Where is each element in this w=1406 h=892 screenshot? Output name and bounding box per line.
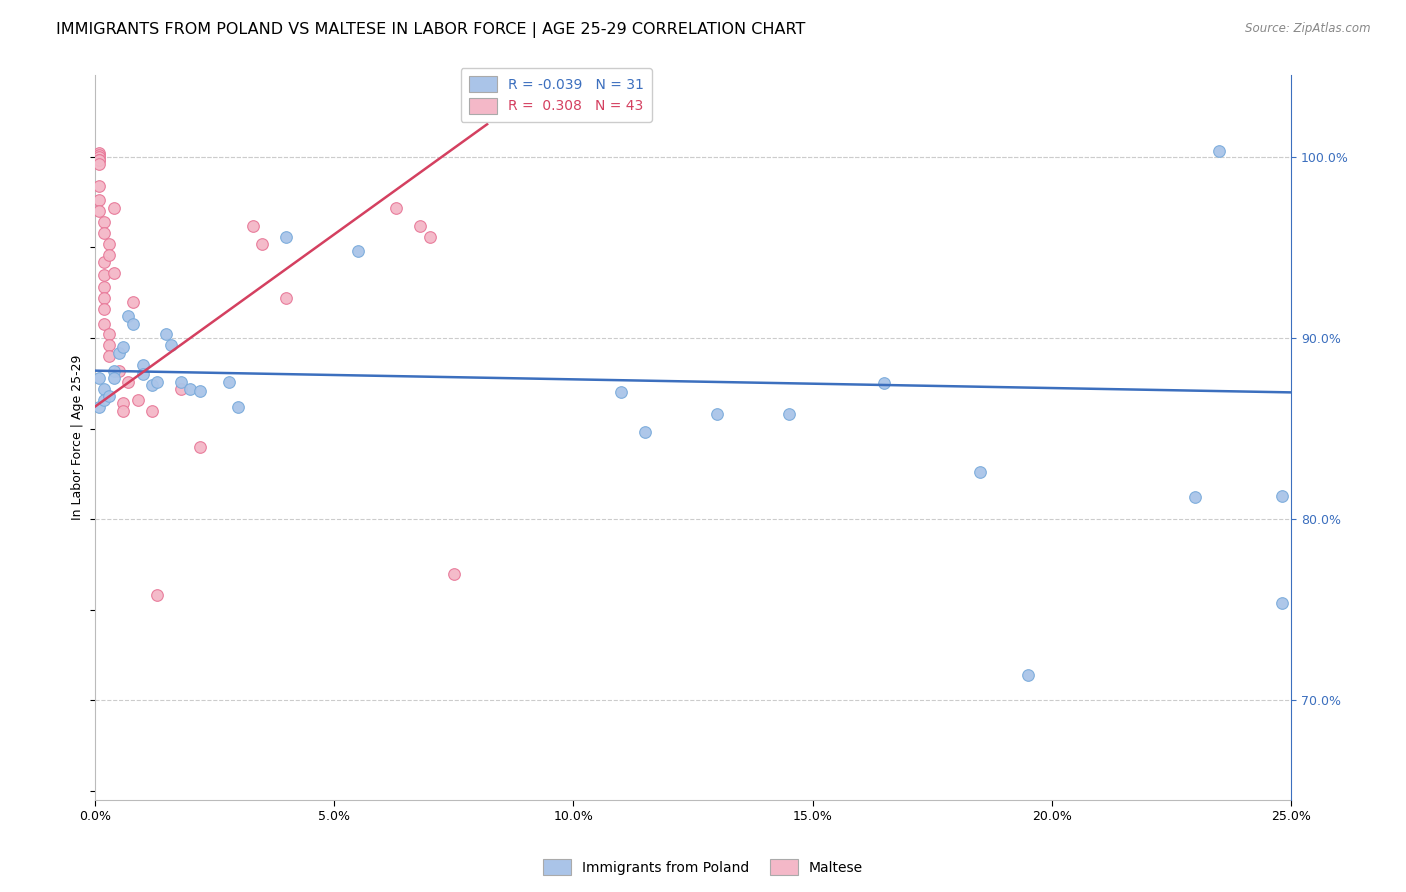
- Point: [107, 364, 129, 378]
- Point: [385, 201, 408, 215]
- Point: [610, 385, 633, 400]
- Point: [112, 396, 135, 410]
- Point: [93, 268, 115, 282]
- Point: [1184, 491, 1206, 505]
- Point: [103, 371, 125, 385]
- Point: [93, 291, 115, 305]
- Point: [98, 349, 121, 363]
- Point: [1271, 489, 1294, 503]
- Point: [1271, 596, 1294, 610]
- Point: [274, 291, 297, 305]
- Point: [89, 178, 111, 193]
- Point: [409, 219, 432, 233]
- Point: [98, 389, 121, 403]
- Point: [89, 146, 111, 161]
- Point: [188, 440, 211, 454]
- Point: [634, 425, 657, 440]
- Point: [98, 338, 121, 352]
- Point: [969, 465, 991, 479]
- Point: [170, 375, 193, 389]
- Point: [93, 226, 115, 240]
- Point: [242, 219, 264, 233]
- Point: [117, 375, 139, 389]
- Text: Source: ZipAtlas.com: Source: ZipAtlas.com: [1246, 22, 1371, 36]
- Point: [419, 229, 441, 244]
- Point: [131, 358, 153, 372]
- Point: [467, 809, 489, 823]
- Point: [155, 327, 177, 342]
- Point: [1017, 668, 1039, 682]
- Point: [347, 244, 370, 258]
- Point: [706, 407, 728, 421]
- Y-axis label: In Labor Force | Age 25-29: In Labor Force | Age 25-29: [72, 355, 84, 520]
- Point: [170, 382, 193, 396]
- Point: [218, 375, 240, 389]
- Point: [127, 392, 149, 407]
- Point: [89, 153, 111, 168]
- Point: [93, 392, 115, 407]
- Point: [188, 384, 211, 398]
- Point: [89, 148, 111, 162]
- Point: [112, 403, 135, 417]
- Point: [98, 236, 121, 251]
- Point: [179, 382, 201, 396]
- Point: [112, 340, 135, 354]
- Point: [93, 301, 115, 316]
- Point: [778, 407, 800, 421]
- Point: [89, 204, 111, 219]
- Point: [146, 375, 169, 389]
- Point: [122, 317, 145, 331]
- Point: [89, 194, 111, 208]
- Point: [131, 368, 153, 382]
- Point: [103, 201, 125, 215]
- Point: [141, 403, 163, 417]
- Point: [93, 215, 115, 229]
- Point: [117, 310, 139, 324]
- Point: [1208, 145, 1230, 159]
- Point: [250, 236, 273, 251]
- Point: [226, 400, 249, 414]
- Point: [122, 294, 145, 309]
- Point: [274, 229, 297, 244]
- Point: [89, 400, 111, 414]
- Point: [443, 566, 465, 581]
- Point: [103, 266, 125, 280]
- Point: [160, 338, 183, 352]
- Point: [93, 280, 115, 294]
- Point: [107, 345, 129, 359]
- Legend: Immigrants from Poland, Maltese: Immigrants from Poland, Maltese: [537, 854, 869, 880]
- Point: [93, 255, 115, 269]
- Point: [146, 588, 169, 602]
- Point: [89, 153, 111, 168]
- Text: IMMIGRANTS FROM POLAND VS MALTESE IN LABOR FORCE | AGE 25-29 CORRELATION CHART: IMMIGRANTS FROM POLAND VS MALTESE IN LAB…: [56, 22, 806, 38]
- Point: [93, 382, 115, 396]
- Point: [93, 317, 115, 331]
- Point: [89, 371, 111, 385]
- Point: [141, 378, 163, 392]
- Point: [89, 150, 111, 164]
- Legend: R = -0.039   N = 31, R =  0.308   N = 43: R = -0.039 N = 31, R = 0.308 N = 43: [461, 68, 652, 122]
- Point: [103, 364, 125, 378]
- Point: [98, 248, 121, 262]
- Point: [873, 376, 896, 391]
- Point: [89, 157, 111, 171]
- Point: [98, 327, 121, 342]
